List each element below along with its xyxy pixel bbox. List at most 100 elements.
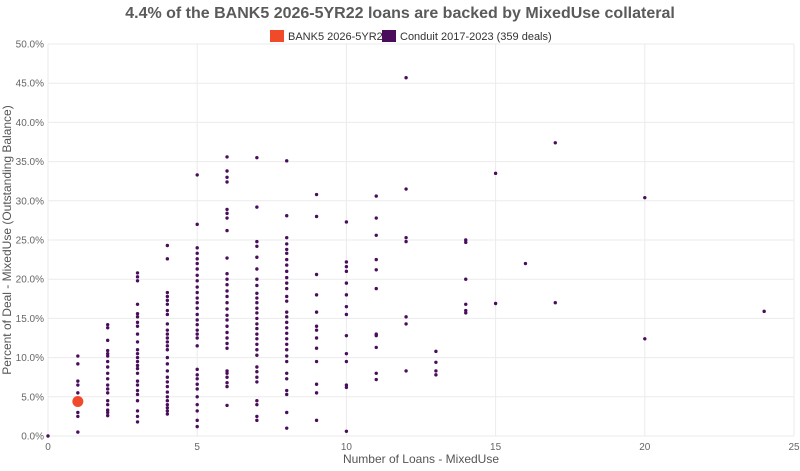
conduit-point[interactable]	[225, 272, 229, 276]
conduit-point[interactable]	[285, 331, 289, 335]
conduit-point[interactable]	[135, 414, 140, 419]
conduit-point[interactable]	[255, 353, 259, 357]
conduit-point[interactable]	[493, 171, 498, 176]
conduit-point[interactable]	[165, 257, 170, 261]
conduit-point[interactable]	[225, 175, 229, 179]
conduit-point[interactable]	[255, 296, 259, 300]
conduit-point[interactable]	[404, 315, 408, 319]
conduit-point[interactable]	[344, 429, 349, 433]
conduit-point[interactable]	[135, 348, 140, 352]
conduit-point[interactable]	[255, 267, 259, 271]
conduit-point[interactable]	[314, 310, 319, 314]
conduit-point[interactable]	[434, 349, 438, 354]
conduit-point[interactable]	[195, 267, 199, 271]
conduit-point[interactable]	[255, 291, 259, 296]
conduit-point[interactable]	[105, 322, 110, 327]
conduit-point[interactable]	[195, 318, 199, 322]
conduit-point[interactable]	[165, 380, 170, 384]
conduit-point[interactable]	[165, 328, 170, 332]
conduit-point[interactable]	[135, 366, 140, 371]
conduit-point[interactable]	[135, 399, 140, 403]
conduit-point[interactable]	[643, 195, 647, 200]
conduit-point[interactable]	[165, 369, 170, 373]
conduit-point[interactable]	[285, 251, 289, 256]
conduit-point[interactable]	[135, 409, 140, 413]
conduit-point[interactable]	[255, 283, 259, 288]
conduit-point[interactable]	[105, 338, 110, 343]
conduit-point[interactable]	[285, 354, 289, 358]
conduit-point[interactable]	[285, 315, 289, 319]
conduit-point[interactable]	[225, 375, 229, 379]
conduit-point[interactable]	[165, 348, 170, 352]
conduit-point[interactable]	[105, 399, 110, 403]
conduit-point[interactable]	[195, 387, 199, 391]
conduit-point[interactable]	[255, 239, 259, 244]
conduit-point[interactable]	[195, 285, 199, 289]
conduit-point[interactable]	[374, 332, 378, 336]
conduit-point[interactable]	[225, 384, 229, 389]
conduit-point[interactable]	[165, 399, 170, 403]
conduit-point[interactable]	[135, 279, 140, 283]
conduit-point[interactable]	[255, 301, 259, 305]
conduit-point[interactable]	[314, 382, 319, 386]
conduit-point[interactable]	[464, 311, 468, 315]
conduit-point[interactable]	[493, 301, 498, 306]
conduit-point[interactable]	[464, 240, 468, 245]
conduit-point[interactable]	[285, 388, 289, 393]
conduit-point[interactable]	[165, 336, 170, 340]
conduit-point[interactable]	[285, 348, 289, 352]
conduit-point[interactable]	[255, 311, 259, 315]
conduit-point[interactable]	[195, 402, 199, 407]
conduit-point[interactable]	[135, 315, 140, 319]
conduit-point[interactable]	[643, 337, 647, 341]
conduit-point[interactable]	[344, 293, 349, 297]
conduit-point[interactable]	[255, 244, 259, 248]
conduit-point[interactable]	[374, 216, 378, 220]
conduit-point[interactable]	[344, 220, 349, 224]
conduit-point[interactable]	[76, 383, 80, 387]
conduit-point[interactable]	[285, 426, 289, 430]
conduit-point[interactable]	[225, 301, 229, 305]
conduit-point[interactable]	[105, 387, 110, 391]
conduit-point[interactable]	[225, 216, 229, 220]
conduit-point[interactable]	[344, 260, 349, 264]
conduit-point[interactable]	[374, 286, 378, 291]
conduit-point[interactable]	[76, 379, 80, 383]
conduit-point[interactable]	[225, 277, 229, 281]
conduit-point[interactable]	[135, 355, 140, 360]
conduit-point[interactable]	[195, 222, 199, 227]
conduit-point[interactable]	[225, 380, 229, 385]
conduit-point[interactable]	[165, 298, 170, 303]
conduit-point[interactable]	[76, 391, 80, 395]
conduit-point[interactable]	[165, 362, 170, 366]
conduit-point[interactable]	[105, 326, 110, 330]
conduit-point[interactable]	[314, 391, 319, 395]
conduit-point[interactable]	[105, 354, 110, 358]
conduit-point[interactable]	[195, 173, 199, 177]
conduit-point[interactable]	[404, 235, 408, 240]
conduit-point[interactable]	[225, 324, 229, 328]
conduit-point[interactable]	[255, 380, 259, 384]
conduit-point[interactable]	[195, 251, 199, 256]
conduit-point[interactable]	[135, 383, 140, 387]
conduit-point[interactable]	[225, 256, 229, 260]
conduit-point[interactable]	[314, 418, 319, 423]
conduit-point[interactable]	[225, 228, 229, 233]
conduit-point[interactable]	[285, 263, 289, 267]
conduit-point[interactable]	[165, 390, 170, 394]
conduit-point[interactable]	[225, 369, 229, 373]
conduit-point[interactable]	[165, 355, 170, 360]
conduit-point[interactable]	[285, 257, 289, 262]
conduit-point[interactable]	[225, 282, 229, 287]
conduit-point[interactable]	[255, 402, 259, 407]
conduit-point[interactable]	[285, 294, 289, 299]
conduit-point[interactable]	[195, 332, 199, 336]
conduit-point[interactable]	[255, 326, 259, 331]
conduit-point[interactable]	[314, 293, 319, 297]
conduit-point[interactable]	[195, 279, 199, 283]
conduit-point[interactable]	[374, 194, 378, 198]
conduit-point[interactable]	[344, 269, 349, 274]
conduit-point[interactable]	[225, 313, 229, 317]
conduit-point[interactable]	[285, 377, 289, 381]
conduit-point[interactable]	[404, 322, 408, 326]
